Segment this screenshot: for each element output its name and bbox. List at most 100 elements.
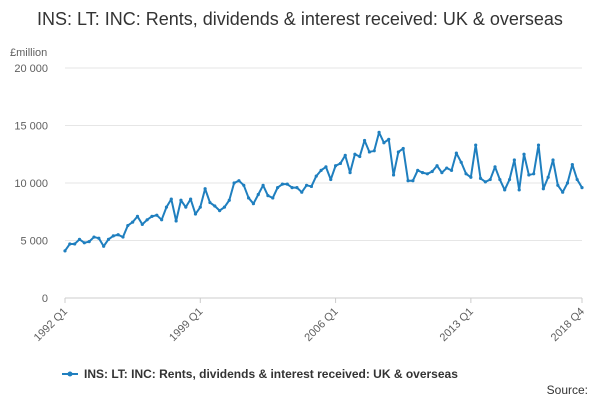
data-point[interactable] (469, 175, 473, 179)
data-point[interactable] (459, 160, 463, 164)
data-point[interactable] (367, 150, 371, 154)
data-point[interactable] (232, 181, 236, 185)
data-point[interactable] (362, 138, 367, 143)
data-point[interactable] (87, 240, 91, 244)
data-point[interactable] (396, 150, 400, 154)
data-point[interactable] (517, 188, 521, 192)
data-point[interactable] (309, 184, 314, 189)
data-point[interactable] (338, 161, 343, 166)
data-point[interactable] (280, 182, 285, 186)
data-point[interactable] (556, 183, 560, 187)
data-point[interactable] (377, 130, 381, 134)
data-point[interactable] (193, 212, 198, 216)
data-point[interactable] (541, 187, 545, 191)
data-point[interactable] (440, 171, 444, 175)
data-point[interactable] (116, 233, 120, 237)
data-point[interactable] (527, 173, 531, 177)
data-point[interactable] (213, 204, 217, 208)
data-point[interactable] (348, 171, 352, 175)
data-point[interactable] (106, 237, 111, 241)
data-point[interactable] (382, 141, 386, 145)
data-point[interactable] (406, 179, 410, 183)
data-point[interactable] (304, 183, 309, 187)
data-point[interactable] (155, 213, 159, 217)
data-point[interactable] (261, 183, 265, 187)
data-point[interactable] (164, 205, 169, 209)
data-point[interactable] (546, 175, 550, 179)
data-point[interactable] (300, 190, 304, 194)
data-point[interactable] (174, 219, 178, 223)
data-point[interactable] (391, 173, 396, 177)
data-point[interactable] (430, 169, 434, 174)
data-point[interactable] (401, 146, 405, 151)
legend-label[interactable]: INS: LT: INC: Rents, dividends & interes… (84, 367, 458, 381)
data-point[interactable] (353, 152, 357, 156)
data-point[interactable] (522, 152, 526, 156)
data-point[interactable] (295, 186, 299, 190)
data-point[interactable] (474, 143, 478, 147)
data-point[interactable] (169, 197, 173, 201)
data-point[interactable] (111, 234, 115, 238)
data-point[interactable] (102, 244, 106, 248)
data-point[interactable] (121, 235, 125, 239)
data-point[interactable] (565, 181, 570, 185)
data-point[interactable] (464, 172, 468, 176)
data-point[interactable] (416, 168, 420, 172)
data-point[interactable] (329, 177, 333, 182)
data-point[interactable] (271, 196, 275, 200)
data-point[interactable] (445, 166, 449, 170)
data-point[interactable] (140, 222, 144, 226)
data-point[interactable] (319, 168, 323, 172)
data-point[interactable] (92, 235, 96, 239)
data-point[interactable] (536, 143, 541, 147)
data-point[interactable] (256, 192, 260, 197)
data-point[interactable] (314, 174, 318, 178)
data-point[interactable] (498, 177, 502, 182)
data-point[interactable] (449, 168, 454, 172)
data-point[interactable] (77, 237, 82, 241)
data-point[interactable] (63, 249, 67, 253)
data-point[interactable] (425, 172, 429, 176)
data-point[interactable] (82, 241, 86, 245)
data-point[interactable] (131, 220, 135, 224)
data-point[interactable] (126, 223, 130, 228)
data-point[interactable] (561, 190, 565, 194)
data-point[interactable] (266, 194, 270, 198)
data-point[interactable] (68, 242, 72, 246)
data-point[interactable] (570, 163, 574, 167)
data-point[interactable] (218, 209, 222, 213)
data-point[interactable] (160, 218, 164, 222)
data-point[interactable] (73, 242, 77, 246)
data-point[interactable] (478, 176, 483, 180)
data-point[interactable] (150, 214, 154, 218)
series-line[interactable] (64, 131, 583, 252)
data-point[interactable] (184, 205, 188, 209)
data-point[interactable] (290, 186, 294, 190)
data-point[interactable] (198, 205, 202, 209)
data-point[interactable] (580, 186, 584, 190)
data-point[interactable] (488, 177, 492, 182)
data-point[interactable] (503, 188, 507, 192)
data-point[interactable] (372, 149, 376, 153)
data-point[interactable] (411, 179, 415, 183)
data-point[interactable] (435, 164, 439, 168)
data-point[interactable] (420, 171, 425, 175)
data-point[interactable] (333, 164, 338, 168)
data-point[interactable] (222, 205, 227, 209)
data-point[interactable] (454, 151, 458, 155)
data-point[interactable] (208, 200, 212, 205)
data-point[interactable] (203, 187, 207, 191)
data-point[interactable] (179, 198, 183, 202)
data-point[interactable] (97, 236, 101, 240)
data-point[interactable] (493, 165, 497, 169)
data-point[interactable] (251, 202, 256, 206)
data-point[interactable] (343, 153, 347, 157)
data-point[interactable] (324, 165, 328, 169)
data-point[interactable] (483, 180, 487, 184)
data-point[interactable] (512, 158, 516, 162)
data-point[interactable] (532, 172, 536, 176)
data-point[interactable] (242, 183, 246, 187)
data-point[interactable] (575, 177, 579, 182)
data-point[interactable] (247, 196, 251, 200)
data-point[interactable] (135, 214, 140, 218)
